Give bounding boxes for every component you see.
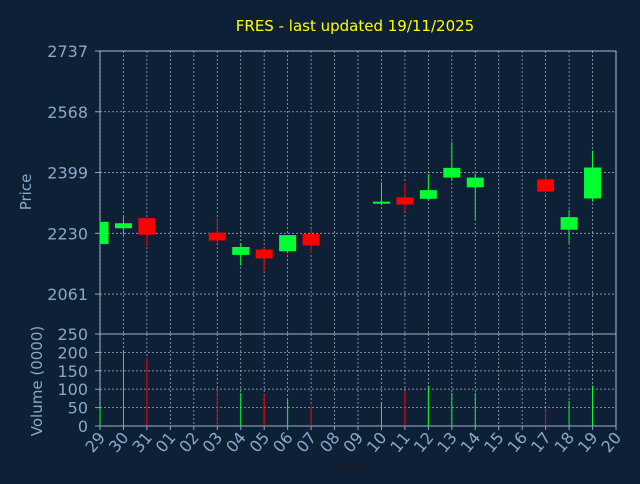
candle-body	[255, 249, 273, 259]
x-tick-label: 18	[551, 428, 579, 456]
price-tick-label: 2230	[47, 224, 88, 243]
x-tick-label: 13	[433, 428, 461, 456]
candle-body	[537, 179, 555, 192]
x-tick-label: 03	[199, 428, 227, 456]
x-tick-label: 06	[269, 428, 297, 456]
x-tick-label: 16	[504, 428, 532, 456]
x-tick-label: 20	[597, 428, 625, 456]
price-grid	[99, 50, 617, 335]
x-tick-label: 07	[293, 428, 321, 456]
volume-tick-label: 250	[57, 325, 88, 344]
candle-body	[560, 217, 578, 230]
volume-tick-label: 150	[57, 362, 88, 381]
x-tick-label: 30	[105, 428, 133, 456]
candle-body	[100, 221, 109, 245]
x-tick-label: 15	[480, 428, 508, 456]
x-tick-label: 12	[410, 428, 438, 456]
x-tick-label: 09	[339, 428, 367, 456]
x-tick-label: 08	[316, 428, 344, 456]
candle-body	[114, 223, 132, 229]
candle-body	[372, 201, 390, 204]
x-axis: 2930310102030405060708091011121314151617…	[81, 426, 625, 456]
candle-body	[419, 190, 437, 199]
volume-bars	[99, 350, 594, 426]
volume-tick-label: 200	[57, 343, 88, 362]
y2-axis-label: Volume (0000)	[28, 326, 46, 436]
candle-body	[443, 167, 461, 178]
candle-body	[466, 177, 484, 188]
x-tick-label: 17	[527, 428, 555, 456]
volume-tick-label: 0	[78, 417, 88, 436]
x-tick-label: 11	[386, 428, 414, 456]
candle-body	[208, 232, 226, 241]
candle-body	[138, 218, 156, 235]
chart-title: FRES - last updated 19/11/2025	[236, 17, 474, 35]
x-tick-label: 31	[128, 428, 156, 456]
candle-body	[584, 167, 602, 199]
y-axis-label: Price	[17, 174, 35, 211]
price-tick-label: 2737	[47, 42, 88, 61]
x-tick-label: 19	[574, 428, 602, 456]
price-tick-label: 2061	[47, 285, 88, 304]
x-tick-label: 02	[175, 428, 203, 456]
x-tick-label: 14	[457, 428, 485, 456]
x-tick-label: 01	[152, 428, 180, 456]
volume-tick-label: 100	[57, 380, 88, 399]
candle-body	[302, 234, 320, 246]
volume-grid	[99, 333, 617, 427]
volume-tick-label: 50	[68, 399, 88, 418]
x-tick-label: 10	[363, 428, 391, 456]
x-axis-label: Day	[333, 458, 363, 476]
candle-body	[279, 235, 297, 252]
x-tick-label: 05	[246, 428, 274, 456]
price-tick-label: 2568	[47, 103, 88, 122]
candles	[99, 141, 602, 271]
price-axis: 2061 2230 2399 2568 2737	[47, 42, 100, 304]
price-tick-label: 2399	[47, 164, 88, 183]
candle-body	[232, 246, 250, 255]
x-tick-label: 04	[222, 428, 250, 456]
candle-body	[396, 197, 414, 205]
